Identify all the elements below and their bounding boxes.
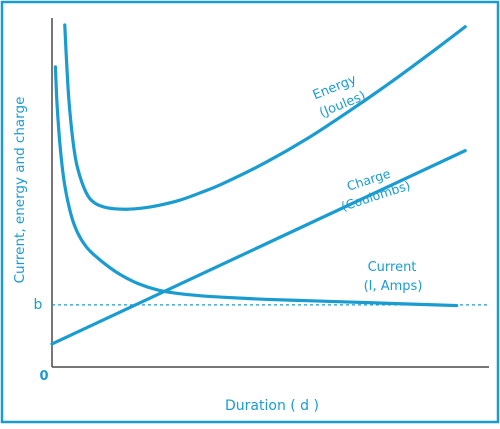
origin-label: 0 bbox=[39, 369, 48, 384]
current-curve bbox=[53, 65, 459, 308]
current-label-line-1: Current bbox=[368, 260, 417, 275]
energy-curve bbox=[63, 23, 467, 211]
b-marker-label: b bbox=[34, 297, 43, 313]
charge-line bbox=[50, 149, 467, 346]
x-axis-title: Duration ( d ) bbox=[225, 398, 319, 414]
series-layer bbox=[50, 23, 467, 346]
current-label-line-2: (I, Amps) bbox=[364, 279, 423, 294]
y-axis-title: Current, energy and charge bbox=[12, 97, 28, 284]
